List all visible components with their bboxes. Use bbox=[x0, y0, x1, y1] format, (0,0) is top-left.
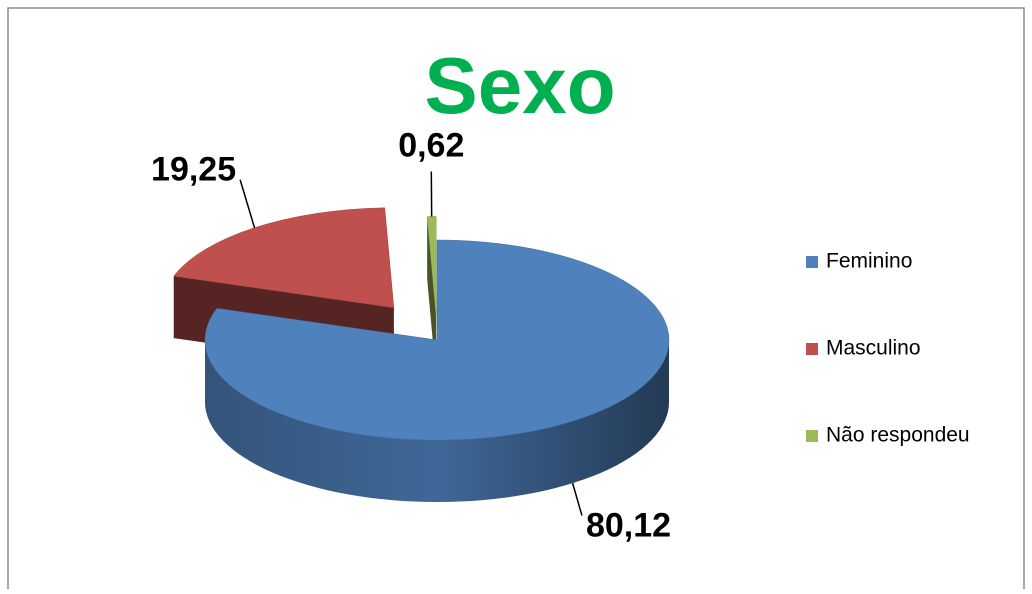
data-label: 19,25 bbox=[151, 151, 236, 189]
legend-swatch bbox=[806, 430, 818, 442]
legend-label: Masculino bbox=[826, 337, 921, 360]
legend-label: Não respondeu bbox=[826, 424, 970, 447]
legend-label: Feminino bbox=[826, 250, 912, 273]
data-label: 0,62 bbox=[398, 126, 464, 164]
legend-swatch bbox=[806, 256, 818, 268]
chart-title: Sexo bbox=[424, 41, 615, 130]
legend-swatch bbox=[806, 343, 818, 355]
data-label: 80,12 bbox=[586, 507, 671, 545]
